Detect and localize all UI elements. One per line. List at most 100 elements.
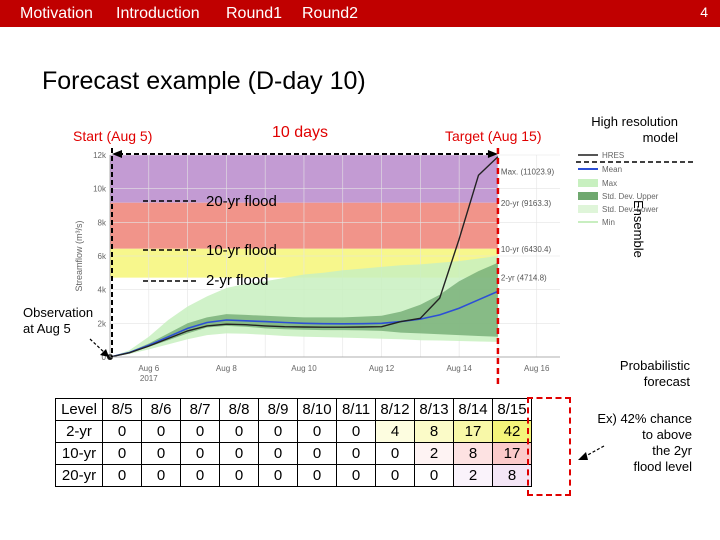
table-cell: 0 xyxy=(102,420,142,443)
hres-model-line-2: model xyxy=(642,130,678,145)
nav-item-motivation[interactable]: Motivation xyxy=(20,5,93,22)
table-cell: 0 xyxy=(180,442,220,465)
mean-line xyxy=(109,290,499,358)
table-header-cell: 8/13 xyxy=(414,398,454,421)
table-header-cell: 8/7 xyxy=(180,398,220,421)
forecast-lines xyxy=(107,156,499,360)
legend-swatch xyxy=(578,192,598,200)
std-dev-area xyxy=(110,262,498,357)
table-cell: 2 xyxy=(453,464,493,487)
nav-item-round2[interactable]: Round2 xyxy=(302,5,359,22)
hres-line xyxy=(109,156,499,358)
table-cell: 0 xyxy=(141,420,181,443)
table-cell: 0 xyxy=(336,464,376,487)
flood-2yr-label: 2-yr flood xyxy=(206,272,269,289)
table-cell: 2 xyxy=(414,442,454,465)
y-tick-label: 12k xyxy=(93,151,107,160)
table-cell: 0 xyxy=(414,464,454,487)
table-cell: 8 xyxy=(453,442,493,465)
x-tick-label: Aug 14 xyxy=(446,364,472,373)
table-cell: 20-yr xyxy=(55,464,103,487)
legend-swatch xyxy=(578,205,598,213)
x-tick-label: Aug 12 xyxy=(369,364,395,373)
table-header-cell: 8/12 xyxy=(375,398,415,421)
probability-table: Level 8/5 8/6 8/7 8/8 8/9 8/10 8/11 8/12… xyxy=(55,398,532,487)
y-axis-label: Streamflow (m³/s) xyxy=(74,220,84,291)
table-header-cell: 8/10 xyxy=(297,398,337,421)
days-annotation: 10 days xyxy=(272,124,329,141)
probabilistic-annotation: Probabilistic forecast xyxy=(580,358,690,390)
example-line-4: flood level xyxy=(633,459,692,474)
x-tick-label: Aug 6 xyxy=(138,364,159,373)
table-cell: 0 xyxy=(375,464,415,487)
table-header-cell: 8/11 xyxy=(336,398,376,421)
ensemble-areas xyxy=(110,256,498,357)
arrow-right-head xyxy=(487,150,498,158)
target-annotation: Target (Aug 15) xyxy=(445,128,542,144)
nav-item-round1[interactable]: Round1 xyxy=(226,5,283,22)
table-cell: 0 xyxy=(219,464,259,487)
legend-label: Max xyxy=(602,179,617,188)
table-cell: 8 xyxy=(414,420,454,443)
legend-label: Min xyxy=(602,218,615,227)
observation-line-2: at Aug 5 xyxy=(23,321,71,336)
table-header-cell: 8/5 xyxy=(102,398,142,421)
table-header-cell: 8/14 xyxy=(453,398,493,421)
probabilistic-line-1: Probabilistic xyxy=(619,358,690,373)
table-row: 10-yr 0 0 0 0 0 0 0 0 2 8 17 xyxy=(55,442,532,465)
table-cell: 2-yr xyxy=(55,420,103,443)
example-pointer-head xyxy=(578,452,588,460)
table-cell: 0 xyxy=(258,420,298,443)
threshold-label: 10-yr (6430.4) xyxy=(501,245,552,254)
y-tick-label: 10k xyxy=(93,185,107,194)
table-cell: 0 xyxy=(258,442,298,465)
x-tick-label: Aug 10 xyxy=(291,364,317,373)
legend-swatch xyxy=(578,179,598,187)
table-header-cell: 8/6 xyxy=(141,398,181,421)
table-cell: 0 xyxy=(297,464,337,487)
table-cell: 0 xyxy=(180,420,220,443)
threshold-label: 2-yr (4714.8) xyxy=(501,274,547,283)
hres-model-annotation: High resolution model xyxy=(574,114,678,146)
flood-10yr-label: 10-yr flood xyxy=(206,242,277,259)
y-tick-label: 6k xyxy=(98,252,107,261)
example-pointer-line xyxy=(583,445,605,458)
table-row: 20-yr 0 0 0 0 0 0 0 0 0 2 8 xyxy=(55,464,532,487)
table-cell: 0 xyxy=(180,464,220,487)
flood-20yr-label: 20-yr flood xyxy=(206,193,277,210)
table-cell: 0 xyxy=(258,464,298,487)
annotation-overlay xyxy=(89,148,605,460)
table-cell: 17 xyxy=(453,420,493,443)
table-cell: 8 xyxy=(492,464,532,487)
table-cell: 17 xyxy=(492,442,532,465)
table-header-row: Level 8/5 8/6 8/7 8/8 8/9 8/10 8/11 8/12… xyxy=(55,398,532,421)
legend-label: Std. Dev. Upper xyxy=(602,192,659,201)
threshold-labels: Max. (11023.9) 20-yr (9163.3) 10-yr (6430.… xyxy=(501,167,555,282)
table-cell: 0 xyxy=(297,442,337,465)
target-day-highlight-box xyxy=(527,397,571,496)
y-tick-label: 4k xyxy=(98,286,107,295)
threshold-label: 20-yr (9163.3) xyxy=(501,199,552,208)
table-cell: 42 xyxy=(492,420,532,443)
chart-legend: HRES Mean Max Std. Dev. Upper Std. Dev. Lowe… xyxy=(576,151,696,227)
arrow-left-head xyxy=(112,150,122,158)
example-line-2: to above xyxy=(642,427,692,442)
hres-model-line-1: High resolution xyxy=(591,114,678,129)
x-year-label: 2017 xyxy=(140,374,158,383)
table-header-cell: 8/9 xyxy=(258,398,298,421)
table-cell: 10-yr xyxy=(55,442,103,465)
example-annotation: Ex) 42% chance to above the 2yr flood le… xyxy=(580,411,692,475)
legend-label: Mean xyxy=(602,165,622,174)
nav-item-introduction[interactable]: Introduction xyxy=(116,5,200,22)
table-cell: 4 xyxy=(375,420,415,443)
table-cell: 0 xyxy=(102,442,142,465)
legend-label: HRES xyxy=(602,151,624,160)
table-cell: 0 xyxy=(102,464,142,487)
table-cell: 0 xyxy=(141,464,181,487)
observation-pointer-head xyxy=(100,349,109,357)
table-cell: 0 xyxy=(219,442,259,465)
example-line-3: the 2yr xyxy=(652,443,692,458)
table-cell: 0 xyxy=(375,442,415,465)
table-cell: 0 xyxy=(336,442,376,465)
y-tick-label: 0 xyxy=(102,353,107,362)
